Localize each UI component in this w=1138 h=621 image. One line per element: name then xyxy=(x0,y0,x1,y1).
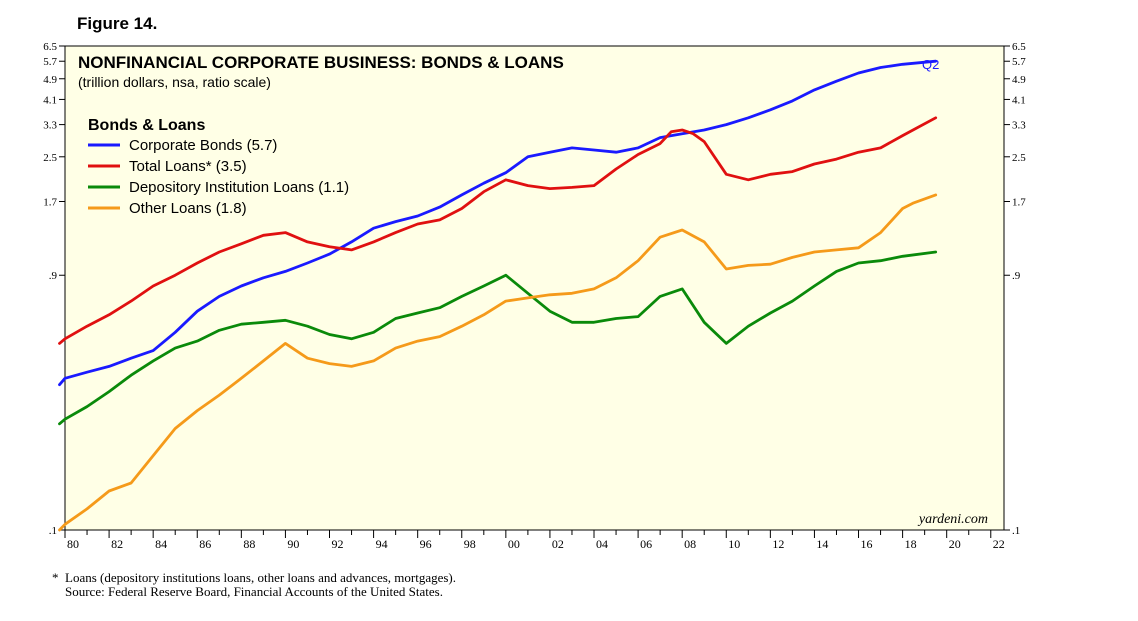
series-line-2 xyxy=(58,250,938,426)
footnote-loans: * Loans (depository institutions loans, … xyxy=(52,570,457,585)
y-tick-label-left: 1.7 xyxy=(43,197,57,209)
x-tick-label: 06 xyxy=(640,537,652,551)
y-tick-label-right: 4.1 xyxy=(1012,94,1026,106)
legend-label-3: Other Loans (1.8) xyxy=(129,200,247,217)
y-tick-label-left: 4.9 xyxy=(43,74,57,86)
x-tick-label: 00 xyxy=(508,537,520,551)
series-line-0 xyxy=(58,59,938,387)
x-tick-label: 86 xyxy=(199,537,211,551)
y-tick-label-left: .9 xyxy=(49,270,58,282)
y-tick-label-left: 3.3 xyxy=(43,120,57,132)
y-tick-label-right: .1 xyxy=(1012,525,1020,537)
x-tick-label: 84 xyxy=(155,537,167,551)
legend-label-0: Corporate Bonds (5.7) xyxy=(129,137,277,154)
x-tick-label: 20 xyxy=(949,537,961,551)
x-tick-label: 96 xyxy=(420,537,432,551)
series-line-1 xyxy=(58,116,938,345)
x-tick-label: 04 xyxy=(596,537,608,551)
chart-title: NONFINANCIAL CORPORATE BUSINESS: BONDS &… xyxy=(78,53,564,72)
y-tick-label-left: 5.7 xyxy=(43,56,57,68)
legend-label-1: Total Loans* (3.5) xyxy=(129,158,247,175)
x-tick-label: 02 xyxy=(552,537,564,551)
footnote-source: Source: Federal Reserve Board, Financial… xyxy=(52,584,443,599)
end-label-q2: Q2 xyxy=(922,57,939,72)
legend: Corporate Bonds (5.7) Total Loans* (3.5) D… xyxy=(88,137,349,217)
figure-label: Figure 14. xyxy=(77,14,158,33)
x-tick-label: 10 xyxy=(728,537,740,551)
y-tick-label-right: 1.7 xyxy=(1012,197,1026,209)
legend-title: Bonds & Loans xyxy=(88,117,205,134)
y-tick-label-left: 4.1 xyxy=(43,94,57,106)
y-tick-label-right: 2.5 xyxy=(1012,152,1026,164)
footnotes: * Loans (depository institutions loans, … xyxy=(52,571,456,599)
y-tick-label-right: 5.7 xyxy=(1012,56,1026,68)
x-tick-label: 82 xyxy=(111,537,123,551)
y-tick-label-right: .9 xyxy=(1012,270,1021,282)
y-tick-label-left: 6.5 xyxy=(43,41,57,53)
y-tick-label-right: 4.9 xyxy=(1012,74,1026,86)
legend-label-2: Depository Institution Loans (1.1) xyxy=(129,179,349,196)
y-tick-label-left: .1 xyxy=(49,525,57,537)
x-tick-label: 80 xyxy=(67,537,79,551)
x-tick-label: 22 xyxy=(993,537,1005,551)
watermark: yardeni.com xyxy=(917,512,988,527)
y-tick-label-left: 2.5 xyxy=(43,152,57,164)
series-line-3 xyxy=(58,193,938,532)
x-tick-label: 18 xyxy=(905,537,917,551)
chart-subtitle: (trillion dollars, nsa, ratio scale) xyxy=(78,74,271,90)
x-tick-label: 16 xyxy=(861,537,873,551)
x-tick-label: 88 xyxy=(243,537,255,551)
y-tick-label-right: 6.5 xyxy=(1012,41,1026,53)
x-tick-label: 08 xyxy=(684,537,696,551)
x-tick-label: 12 xyxy=(772,537,784,551)
y-tick-label-right: 3.3 xyxy=(1012,120,1026,132)
x-tick-label: 90 xyxy=(287,537,299,551)
x-tick-label: 94 xyxy=(376,537,388,551)
plot-area xyxy=(64,45,1005,531)
x-tick-label: 14 xyxy=(816,537,828,551)
x-tick-label: 92 xyxy=(332,537,344,551)
x-tick-label: 98 xyxy=(464,537,476,551)
